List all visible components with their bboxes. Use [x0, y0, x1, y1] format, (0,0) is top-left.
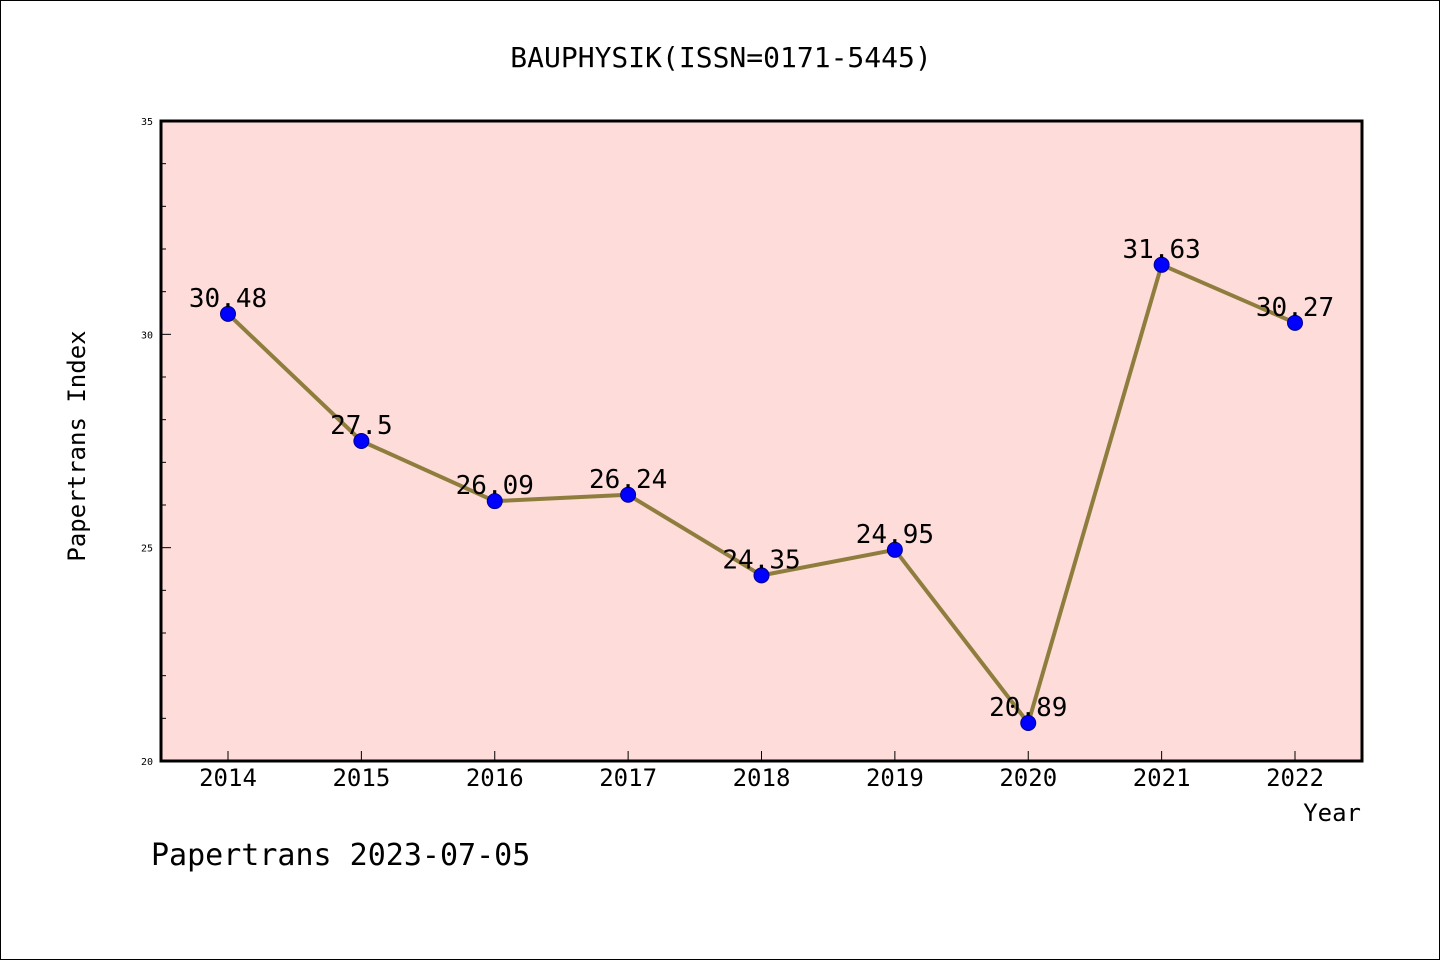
- y-tick-label: 25: [141, 544, 153, 555]
- data-labels: 30.48 27.5 26.09 26.24 24.35 24.95 20.89 31.63 3…: [189, 235, 1334, 723]
- data-point: [620, 486, 637, 503]
- x-tick-label: 2016: [466, 764, 524, 792]
- data-point: [886, 541, 903, 558]
- y-tick-label: 20: [141, 757, 153, 768]
- y-axis-label: Papertrans Index: [63, 330, 91, 561]
- data-point: [353, 433, 370, 449]
- data-point: [753, 567, 770, 584]
- data-point: [1153, 256, 1170, 273]
- data-label: 26.09: [456, 471, 534, 501]
- data-label: 26.24: [589, 465, 667, 495]
- x-tick-label: 2022: [1266, 764, 1324, 792]
- x-tick-label: 2014: [199, 764, 257, 792]
- plot-border: [159, 119, 1364, 763]
- data-point: [1020, 715, 1037, 732]
- data-label: 31.63: [1122, 235, 1200, 265]
- data-points: [220, 256, 1303, 732]
- data-point: [486, 493, 503, 510]
- x-tick-label: 2020: [999, 764, 1057, 792]
- data-label: 30.27: [1256, 293, 1334, 323]
- data-label: 20.89: [989, 693, 1067, 723]
- data-point: [1287, 314, 1303, 331]
- x-tick-label: 2018: [733, 764, 791, 792]
- y-tick-label: 35: [141, 117, 153, 128]
- data-label: 24.35: [722, 545, 800, 575]
- data-label: 24.95: [856, 520, 934, 550]
- plot-area: [161, 121, 1362, 761]
- x-axis-label: Year: [1303, 799, 1361, 827]
- data-point: [220, 305, 236, 322]
- chart-title: BAUPHYSIK(ISSN=0171-5445): [510, 41, 931, 74]
- x-tick-label: 2017: [599, 764, 657, 792]
- x-tick-label: 2015: [332, 764, 390, 792]
- x-tick-label: 2019: [866, 764, 924, 792]
- x-tick-label: 2021: [1133, 764, 1191, 792]
- data-label: 27.5: [330, 411, 393, 441]
- x-axis: 2014 2015 2016 2017 2018 2019 2020 2021 2022: [199, 751, 1324, 792]
- data-label: 30.48: [189, 284, 267, 314]
- footer-text: Papertrans 2023-07-05: [151, 838, 530, 873]
- y-tick-label: 30: [141, 330, 153, 341]
